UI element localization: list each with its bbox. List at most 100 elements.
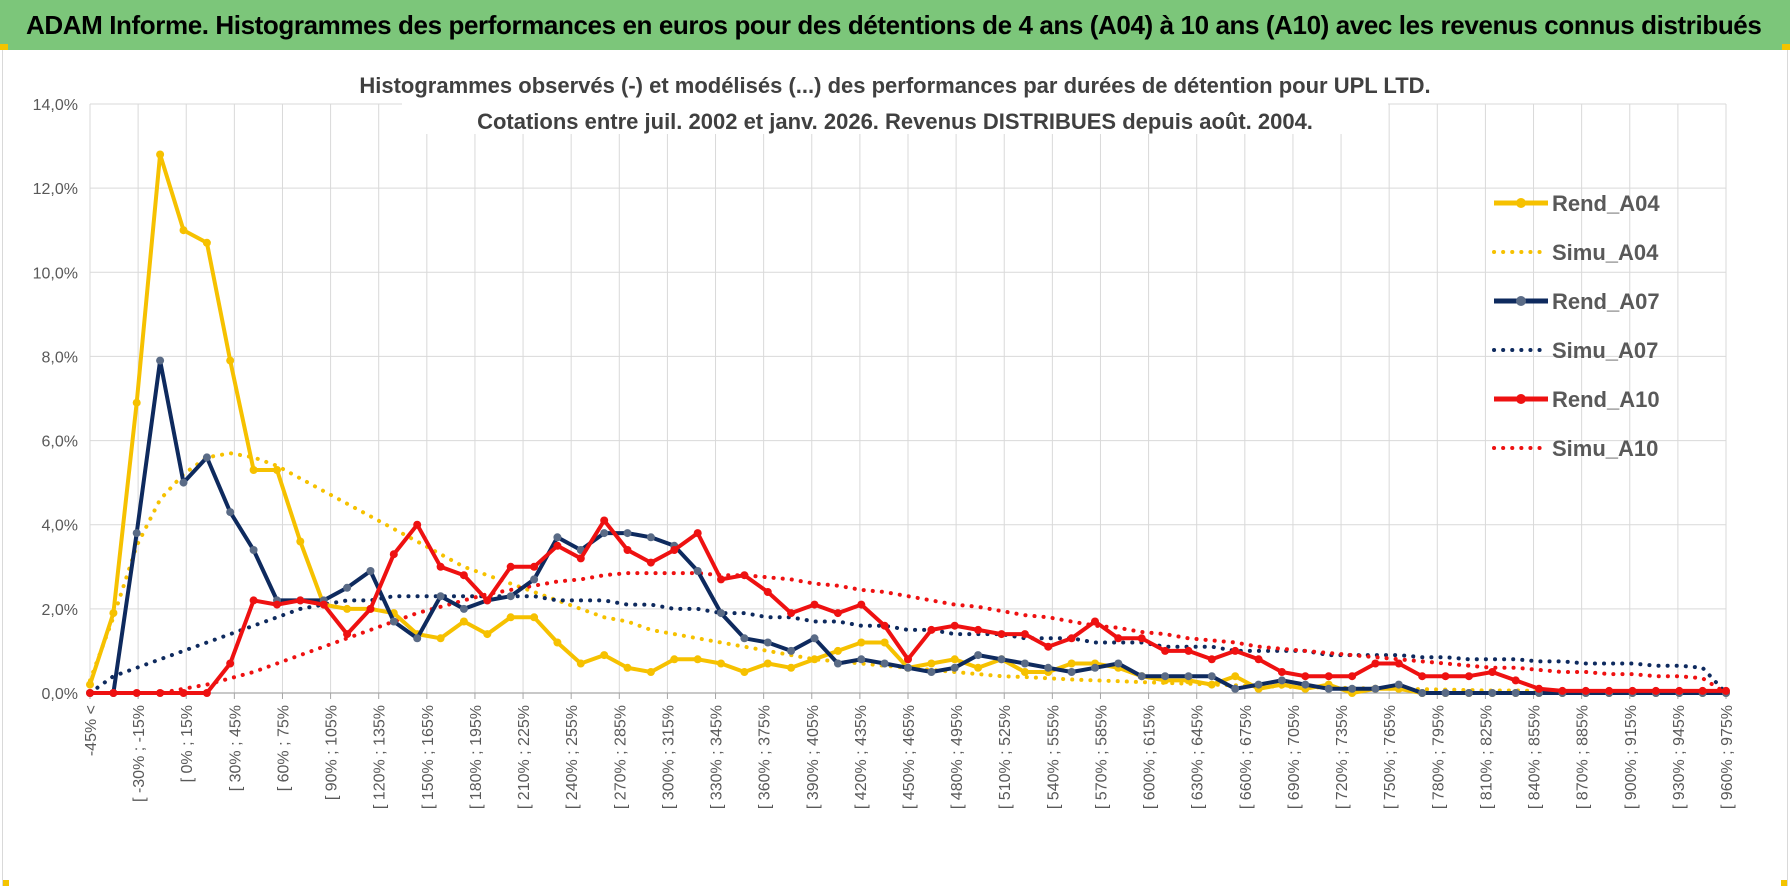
data-point-rend_a10 [1464,672,1473,681]
x-tick-label: [ 480% ; 495% [949,705,966,809]
data-point-rend_a10 [1722,686,1730,695]
legend-label-rend_a10: Rend_A10 [1552,387,1660,412]
data-point-rend_a10 [576,554,585,563]
data-point-rend_a07 [1277,676,1286,685]
data-point-rend_a10 [530,562,539,571]
data-point-rend_a07 [1020,659,1029,668]
data-point-rend_a10 [1558,686,1567,695]
x-tick-label: [ 600% ; 615% [1142,705,1159,809]
data-point-rend_a07 [413,634,422,643]
data-point-rend_a07 [530,575,539,584]
data-point-rend_a07 [1441,689,1450,697]
x-tick-label: [ 390% ; 405% [805,705,822,809]
data-point-rend_a10 [86,689,94,697]
data-point-rend_a10 [1511,676,1520,685]
x-tick-label: [ 60% ; 75% [275,705,292,791]
data-point-rend_a04 [670,655,679,664]
data-point-rend_a10 [226,659,235,668]
data-point-rend_a07 [1114,659,1123,668]
data-point-rend_a10 [1324,672,1333,681]
data-point-rend_a10 [1394,659,1403,668]
data-point-rend_a10 [857,600,866,609]
data-point-rend_a10 [1418,672,1427,681]
data-point-rend_a07 [600,529,609,538]
data-point-rend_a04 [810,655,819,664]
report-title: ADAM Informe. Histogrammes des performan… [26,10,1762,40]
data-point-rend_a07 [1231,684,1240,693]
data-point-rend_a10 [1161,646,1170,655]
corner-accent-left [3,880,9,886]
data-point-rend_a04 [857,638,866,647]
data-point-rend_a07 [693,567,702,575]
y-tick-label: 6,0% [42,434,78,451]
header-accent-left [0,44,8,50]
data-point-rend_a10 [553,541,562,550]
data-point-rend_a10 [1371,659,1380,668]
x-tick-label: [ 870% ; 885% [1575,705,1592,809]
legend-label-rend_a04: Rend_A04 [1552,191,1660,216]
data-point-rend_a10 [319,600,328,609]
data-point-rend_a10 [880,621,889,630]
x-tick-label: [ 450% ; 465% [901,705,918,809]
data-point-rend_a10 [389,550,398,559]
data-point-rend_a07 [1324,684,1333,693]
data-point-rend_a10 [132,689,141,697]
data-point-rend_a07 [740,634,749,643]
data-point-rend_a07 [1207,672,1216,681]
data-point-rend_a04 [343,604,352,613]
data-point-rend_a10 [1581,686,1590,695]
x-tick-label: [ 690% ; 705% [1286,705,1303,809]
data-point-rend_a10 [156,689,165,697]
data-point-rend_a04 [179,226,188,235]
data-point-rend_a10 [1605,686,1614,695]
x-tick-label: -45% < [83,705,100,756]
data-point-rend_a10 [927,625,936,634]
data-point-rend_a04 [600,651,609,660]
data-point-rend_a10 [1044,642,1053,651]
data-point-rend_a04 [693,655,702,664]
data-point-rend_a10 [763,588,772,596]
data-point-rend_a10 [600,516,609,525]
data-point-rend_a10 [904,655,912,664]
data-point-rend_a04 [109,609,118,618]
data-point-rend_a07 [787,646,796,655]
header-accent-right [1782,44,1790,50]
y-tick-label: 12,0% [33,181,78,198]
data-point-rend_a04 [880,638,889,647]
data-point-rend_a04 [787,663,796,672]
data-point-rend_a04 [1207,680,1216,689]
data-point-rend_a07 [202,453,211,462]
data-point-rend_a07 [1464,689,1473,697]
data-point-rend_a10 [1277,668,1286,676]
data-point-rend_a10 [459,571,468,580]
data-point-rend_a04 [553,638,562,647]
data-point-rend_a04 [86,680,94,689]
data-point-rend_a07 [646,533,655,542]
x-tick-label: [ 630% ; 645% [1190,705,1207,809]
data-point-rend_a04 [1231,672,1240,681]
data-point-rend_a10 [483,596,492,605]
data-point-rend_a10 [646,558,655,567]
corner-accent-right [1781,880,1787,886]
x-tick-label: [ 210% ; 225% [516,705,533,809]
data-point-rend_a04 [459,617,468,626]
y-tick-label: 8,0% [42,349,78,366]
data-point-rend_a07 [179,478,188,487]
legend-marker-rend_a10 [1516,394,1526,404]
data-point-rend_a10 [1698,686,1707,695]
data-point-rend_a10 [1231,646,1240,655]
data-point-rend_a04 [530,613,539,622]
x-tick-label: [ 780% ; 795% [1430,705,1447,809]
data-point-rend_a07 [1184,672,1193,681]
data-point-rend_a10 [833,609,842,618]
data-point-rend_a04 [202,238,211,247]
data-point-rend_a10 [1535,684,1543,693]
data-point-rend_a04 [717,659,725,668]
data-point-rend_a10 [109,689,118,697]
x-tick-label: [ 810% ; 825% [1478,705,1495,809]
data-point-rend_a10 [693,529,702,538]
x-tick-label: [ -30% ; -15% [131,705,148,802]
data-point-rend_a10 [1301,672,1310,681]
data-point-rend_a07 [717,609,725,618]
